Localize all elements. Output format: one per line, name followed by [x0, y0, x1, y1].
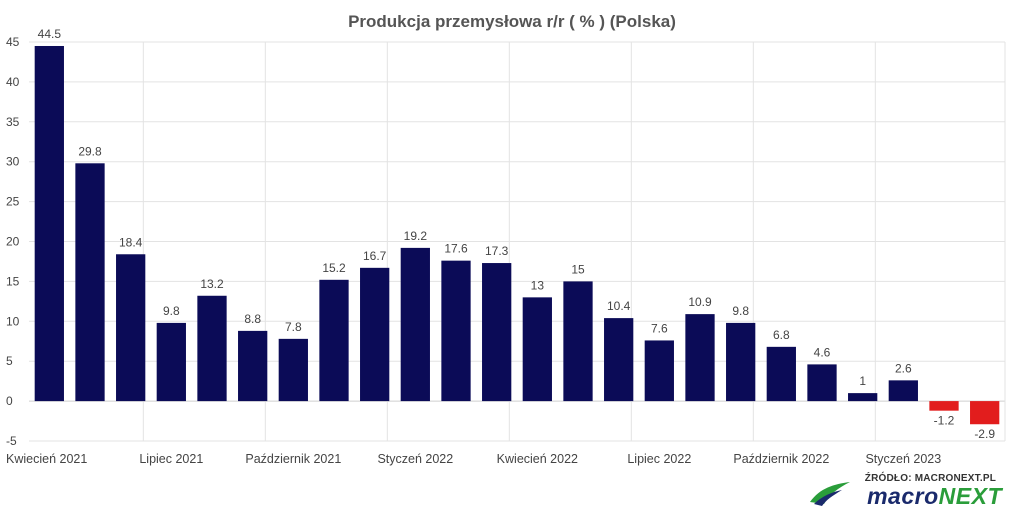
data-label: 13.2 [200, 277, 224, 291]
bar [970, 401, 1000, 425]
bar [929, 401, 959, 411]
x-tick-label: Październik 2021 [245, 452, 341, 466]
bar [75, 163, 105, 402]
bar [34, 45, 64, 402]
data-label: 18.4 [119, 235, 143, 249]
bar [156, 322, 186, 402]
x-tick-label: Styczeń 2022 [377, 452, 453, 466]
data-label: 13 [531, 278, 545, 292]
data-label: 7.8 [285, 320, 302, 334]
data-label: 10.9 [688, 295, 712, 309]
brand-macro: macro [867, 483, 939, 509]
macronext-logo-icon [810, 482, 850, 506]
bar [888, 380, 918, 402]
y-tick-label: 0 [6, 394, 13, 408]
bar [360, 267, 390, 402]
data-label: 44.5 [38, 27, 62, 41]
bar [685, 314, 715, 402]
y-tick-label: 15 [6, 274, 20, 288]
y-tick-label: 30 [6, 155, 20, 169]
y-tick-label: -5 [6, 434, 17, 448]
bar [238, 330, 268, 402]
data-label: 1 [859, 374, 866, 388]
data-label: 4.6 [814, 345, 831, 359]
bar [116, 254, 146, 402]
data-label: -2.9 [974, 427, 995, 441]
data-label: 16.7 [363, 249, 387, 263]
bars [34, 45, 1000, 425]
source-label: ŹRÓDŁO: MACRONEXT.PL [864, 473, 996, 484]
bar [522, 297, 552, 402]
data-label: 29.8 [78, 144, 102, 158]
bar [482, 263, 512, 402]
bar [766, 346, 796, 402]
bar [848, 393, 878, 402]
bar [604, 318, 634, 402]
x-tick-label: Kwiecień 2021 [6, 452, 87, 466]
data-label: 10.4 [607, 299, 631, 313]
y-axis: -5 0 5 10 15 20 25 30 35 40 45 [6, 35, 20, 448]
data-label: 15 [571, 262, 585, 276]
brand-next: NEXT [938, 483, 1002, 509]
data-label: 9.8 [732, 304, 749, 318]
x-axis: Kwiecień 2021 Lipiec 2021 Październik 2021… [6, 452, 941, 466]
bar [726, 322, 756, 402]
data-label: 8.8 [244, 312, 261, 326]
bar [644, 340, 674, 402]
x-tick-label: Kwiecień 2022 [497, 452, 578, 466]
y-tick-label: 10 [6, 314, 20, 328]
bar [400, 247, 430, 402]
chart-title: Produkcja przemysłowa r/r ( % ) (Polska) [348, 12, 676, 31]
x-tick-label: Październik 2022 [733, 452, 829, 466]
bar [563, 281, 593, 402]
data-label: -1.2 [934, 414, 955, 428]
data-label: 6.8 [773, 328, 790, 342]
data-label: 17.6 [444, 242, 468, 256]
bar [441, 260, 471, 402]
data-label: 2.6 [895, 361, 912, 375]
data-label: 19.2 [404, 229, 428, 243]
x-tick-label: Styczeń 2023 [865, 452, 941, 466]
y-tick-label: 35 [6, 115, 20, 129]
y-tick-label: 20 [6, 235, 20, 249]
data-label: 17.3 [485, 244, 509, 258]
data-label: 7.6 [651, 321, 668, 335]
data-label: 9.8 [163, 304, 180, 318]
data-label: 15.2 [322, 261, 346, 275]
brand-logo: macroNEXT [867, 484, 1002, 508]
bar [278, 338, 308, 402]
y-tick-label: 25 [6, 195, 20, 209]
x-tick-label: Lipiec 2021 [139, 452, 203, 466]
bar [197, 295, 227, 402]
y-tick-label: 5 [6, 354, 13, 368]
bar [807, 364, 837, 402]
y-tick-label: 45 [6, 35, 20, 49]
x-tick-label: Lipiec 2022 [627, 452, 691, 466]
bar [319, 279, 349, 402]
y-tick-label: 40 [6, 75, 20, 89]
data-labels: 44.529.818.49.813.28.87.815.216.719.217.… [38, 27, 996, 441]
